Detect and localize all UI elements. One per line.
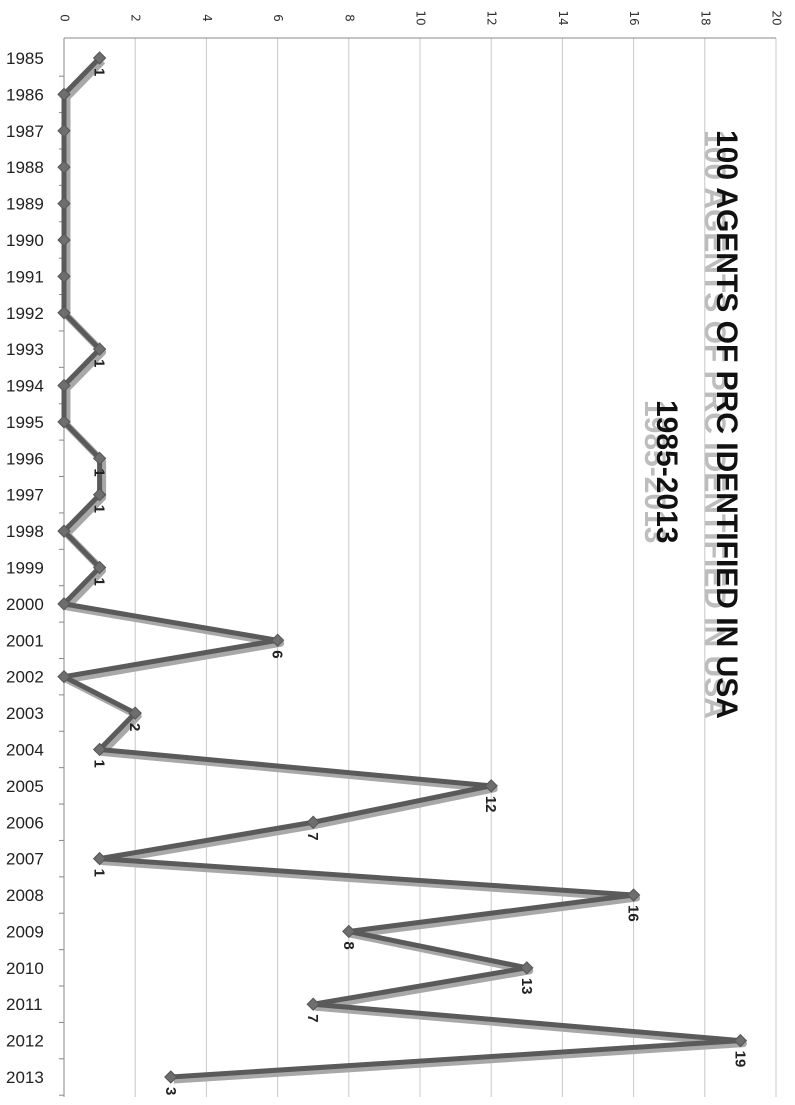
category-tick-label: 1988: [6, 158, 44, 177]
data-point-marker: [128, 706, 142, 720]
value-tick-label: 8: [342, 14, 356, 22]
value-tick-label: 18: [698, 10, 712, 25]
data-point-marker: [92, 51, 107, 65]
category-tick-label: 1996: [6, 449, 44, 468]
data-point-marker: [484, 779, 498, 793]
data-point-marker: [57, 160, 71, 174]
gridlines: [63, 38, 777, 1097]
value-tick-label: 16: [627, 10, 641, 25]
chart-subtitle: 1985-2013: [650, 400, 683, 543]
category-tick-label: 1987: [6, 122, 44, 141]
data-point-marker: [733, 1033, 748, 1048]
category-tick-label: 2007: [6, 850, 44, 869]
series-line: [61, 56, 743, 1080]
category-tick-label: 2008: [6, 886, 44, 905]
category-tick-label: 2013: [6, 1068, 44, 1087]
data-label: 1: [91, 869, 108, 877]
data-point-marker: [57, 597, 71, 611]
data-point-marker: [57, 306, 71, 320]
data-point-marker: [270, 633, 285, 647]
data-label: 3: [162, 1087, 179, 1095]
data-point-marker: [92, 851, 107, 866]
data-point-marker: [520, 961, 534, 975]
category-tick-label: 2010: [6, 959, 44, 978]
category-tick-label: 2001: [6, 631, 44, 650]
value-tick-label: 10: [414, 10, 428, 25]
data-point-marker: [342, 924, 356, 939]
value-tick-label: 20: [770, 10, 784, 25]
category-tick-label: 1989: [6, 195, 44, 214]
chart-title: 100 AGENTS OF PRC IDENTIFIED IN USA: [710, 130, 743, 719]
chart-subtitle-reflection: 1985-2013: [638, 400, 671, 543]
data-label: 7: [304, 1014, 321, 1022]
data-label: 1: [91, 468, 108, 476]
data-label: 1: [91, 578, 108, 586]
category-tick-label: 1995: [6, 413, 44, 432]
value-tick-label: 4: [200, 14, 214, 22]
category-tick-label: 1986: [6, 85, 44, 104]
category-tick-label: 1985: [6, 49, 44, 68]
value-tick-label: 2: [129, 14, 143, 22]
value-tick-label: 6: [271, 14, 285, 22]
data-point-marker: [57, 269, 71, 284]
data-label: 19: [731, 1051, 748, 1068]
data-label: 1: [91, 505, 108, 513]
data-point-marker: [57, 524, 71, 538]
data-label: 16: [625, 905, 642, 922]
data-point-marker: [92, 560, 107, 575]
data-label: 1: [91, 359, 108, 367]
data-point-marker: [57, 415, 71, 429]
category-tick-label: 1994: [6, 377, 44, 396]
value-tick-label: 14: [556, 10, 570, 25]
data-point-marker: [626, 888, 641, 902]
category-tick-label: 2009: [6, 922, 44, 941]
data-point-marker: [92, 488, 107, 502]
category-tick-label: 2003: [6, 704, 44, 723]
category-tick-label: 1992: [6, 304, 44, 323]
data-point-marker: [57, 669, 71, 684]
category-tick-label: 2006: [6, 813, 44, 832]
data-point-marker: [57, 233, 71, 247]
data-label: 7: [304, 832, 321, 840]
category-tick-label: 1999: [6, 559, 44, 578]
data-point-marker: [57, 87, 71, 102]
data-label: 12: [482, 796, 499, 813]
data-label: 6: [269, 650, 286, 658]
data-point-marker: [306, 815, 320, 829]
value-tick-label: 12: [485, 10, 499, 25]
data-label: 1: [91, 759, 108, 767]
value-tick-label: 0: [58, 14, 72, 22]
category-tick-label: 2000: [6, 595, 44, 614]
series-line-group: [57, 51, 748, 1084]
data-label: 13: [518, 978, 535, 995]
axes: 0 2 4 6 8 10 12 14 16 18 2019851986198719881989199…: [6, 10, 784, 1097]
category-tick-label: 1998: [6, 522, 44, 541]
category-tick-label: 2012: [6, 1032, 44, 1051]
category-tick-label: 2005: [6, 777, 44, 796]
data-point-marker: [92, 451, 107, 466]
data-point-marker: [92, 342, 107, 356]
chart-title-reflection: 100 AGENTS OF PRC IDENTIFIED IN USA: [698, 130, 731, 719]
category-tick-label: 1997: [6, 486, 44, 505]
category-tick-label: 1991: [6, 267, 44, 286]
series-line-shadow: [63, 58, 747, 1084]
data-label: 1: [91, 68, 108, 76]
data-label: 2: [126, 723, 143, 731]
data-point-marker: [57, 378, 71, 393]
data-point-marker: [92, 742, 107, 757]
data-label: 8: [340, 941, 357, 949]
data-point-marker: [164, 1070, 178, 1084]
category-tick-label: 1990: [6, 231, 44, 250]
category-tick-label: 1993: [6, 340, 44, 359]
category-tick-label: 2004: [6, 740, 44, 759]
data-point-marker: [57, 196, 71, 211]
data-point-marker: [306, 997, 320, 1011]
data-point-marker: [57, 124, 71, 138]
category-tick-label: 2002: [6, 668, 44, 687]
category-tick-label: 2011: [6, 995, 43, 1014]
